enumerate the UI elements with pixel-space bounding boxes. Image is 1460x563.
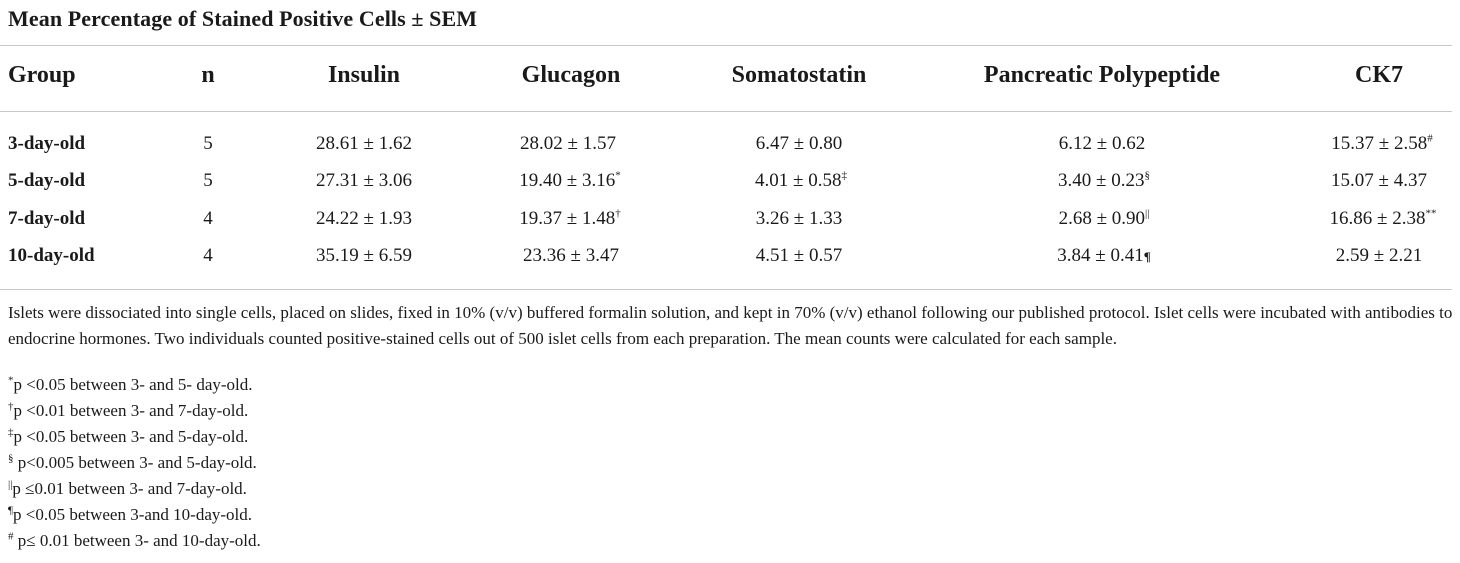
- ck7-cell: 2.59 ± 2.21: [1335, 245, 1423, 266]
- somatostatin-cell: 3.26 ± 1.33: [755, 208, 843, 229]
- header-group: Group: [8, 62, 76, 88]
- n-cell: 5: [203, 133, 213, 154]
- glucagon-cell: 19.40 ± 3.16*: [519, 169, 621, 191]
- insulin-cell: 28.61 ± 1.62: [316, 133, 412, 154]
- footnote: # p≤ 0.01 between 3- and 10-day-old.: [8, 530, 261, 550]
- insulin-cell: 27.31 ± 3.06: [316, 170, 412, 191]
- footnote: § p<0.005 between 3- and 5-day-old.: [8, 452, 257, 472]
- group-cell: 10-day-old: [8, 245, 95, 266]
- footnote: *p <0.05 between 3- and 5- day-old.: [8, 374, 253, 394]
- table-title: Mean Percentage of Stained Positive Cell…: [8, 6, 478, 31]
- glucagon-cell: 23.36 ± 3.47: [523, 245, 619, 266]
- header-rule: [0, 111, 1452, 112]
- somatostatin-cell: 6.47 ± 0.80: [755, 133, 843, 154]
- header-ck7: CK7: [1355, 62, 1403, 88]
- pp-cell: 6.12 ± 0.62: [1058, 133, 1146, 154]
- header-pancreatic-polypeptide: Pancreatic Polypeptide: [983, 62, 1221, 88]
- footnote: ¶p <0.05 between 3-and 10-day-old.: [8, 504, 253, 524]
- n-cell: 5: [203, 170, 213, 191]
- bottom-rule: [0, 289, 1452, 290]
- glucagon-cell: 28.02 ± 1.57: [520, 133, 616, 154]
- group-cell: 3-day-old: [8, 133, 86, 154]
- header-somatostatin: Somatostatin: [731, 62, 867, 88]
- pp-cell: 3.40 ± 0.23§: [1058, 169, 1150, 191]
- somatostatin-cell: 4.51 ± 0.57: [755, 245, 843, 266]
- header-n: n: [201, 62, 215, 88]
- ck7-cell: 15.37 ± 2.58#: [1331, 132, 1433, 154]
- table-note: Islets were dissociated into single cell…: [8, 303, 1453, 348]
- pp-cell: 2.68 ± 0.90||: [1058, 207, 1150, 229]
- insulin-cell: 24.22 ± 1.93: [316, 208, 412, 229]
- group-cell: 7-day-old: [8, 208, 86, 229]
- glucagon-cell: 19.37 ± 1.48†: [519, 207, 621, 229]
- ck7-cell: 16.86 ± 2.38**: [1329, 207, 1437, 229]
- insulin-cell: 35.19 ± 6.59: [316, 245, 412, 266]
- header-insulin: Insulin: [327, 62, 401, 88]
- n-cell: 4: [203, 208, 213, 229]
- header-glucagon: Glucagon: [521, 62, 621, 88]
- footnote: ‡p <0.05 between 3- and 5-day-old.: [8, 426, 249, 446]
- group-cell: 5-day-old: [8, 170, 86, 191]
- footnote: †p <0.01 between 3- and 7-day-old.: [8, 400, 249, 420]
- top-rule: [0, 45, 1452, 46]
- ck7-cell: 15.07 ± 4.37: [1331, 170, 1427, 191]
- pp-cell: 3.84 ± 0.41¶: [1057, 245, 1151, 266]
- footnote: ||p ≤0.01 between 3- and 7-day-old.: [8, 478, 247, 498]
- somatostatin-cell: 4.01 ± 0.58‡: [755, 169, 847, 191]
- n-cell: 4: [203, 245, 213, 266]
